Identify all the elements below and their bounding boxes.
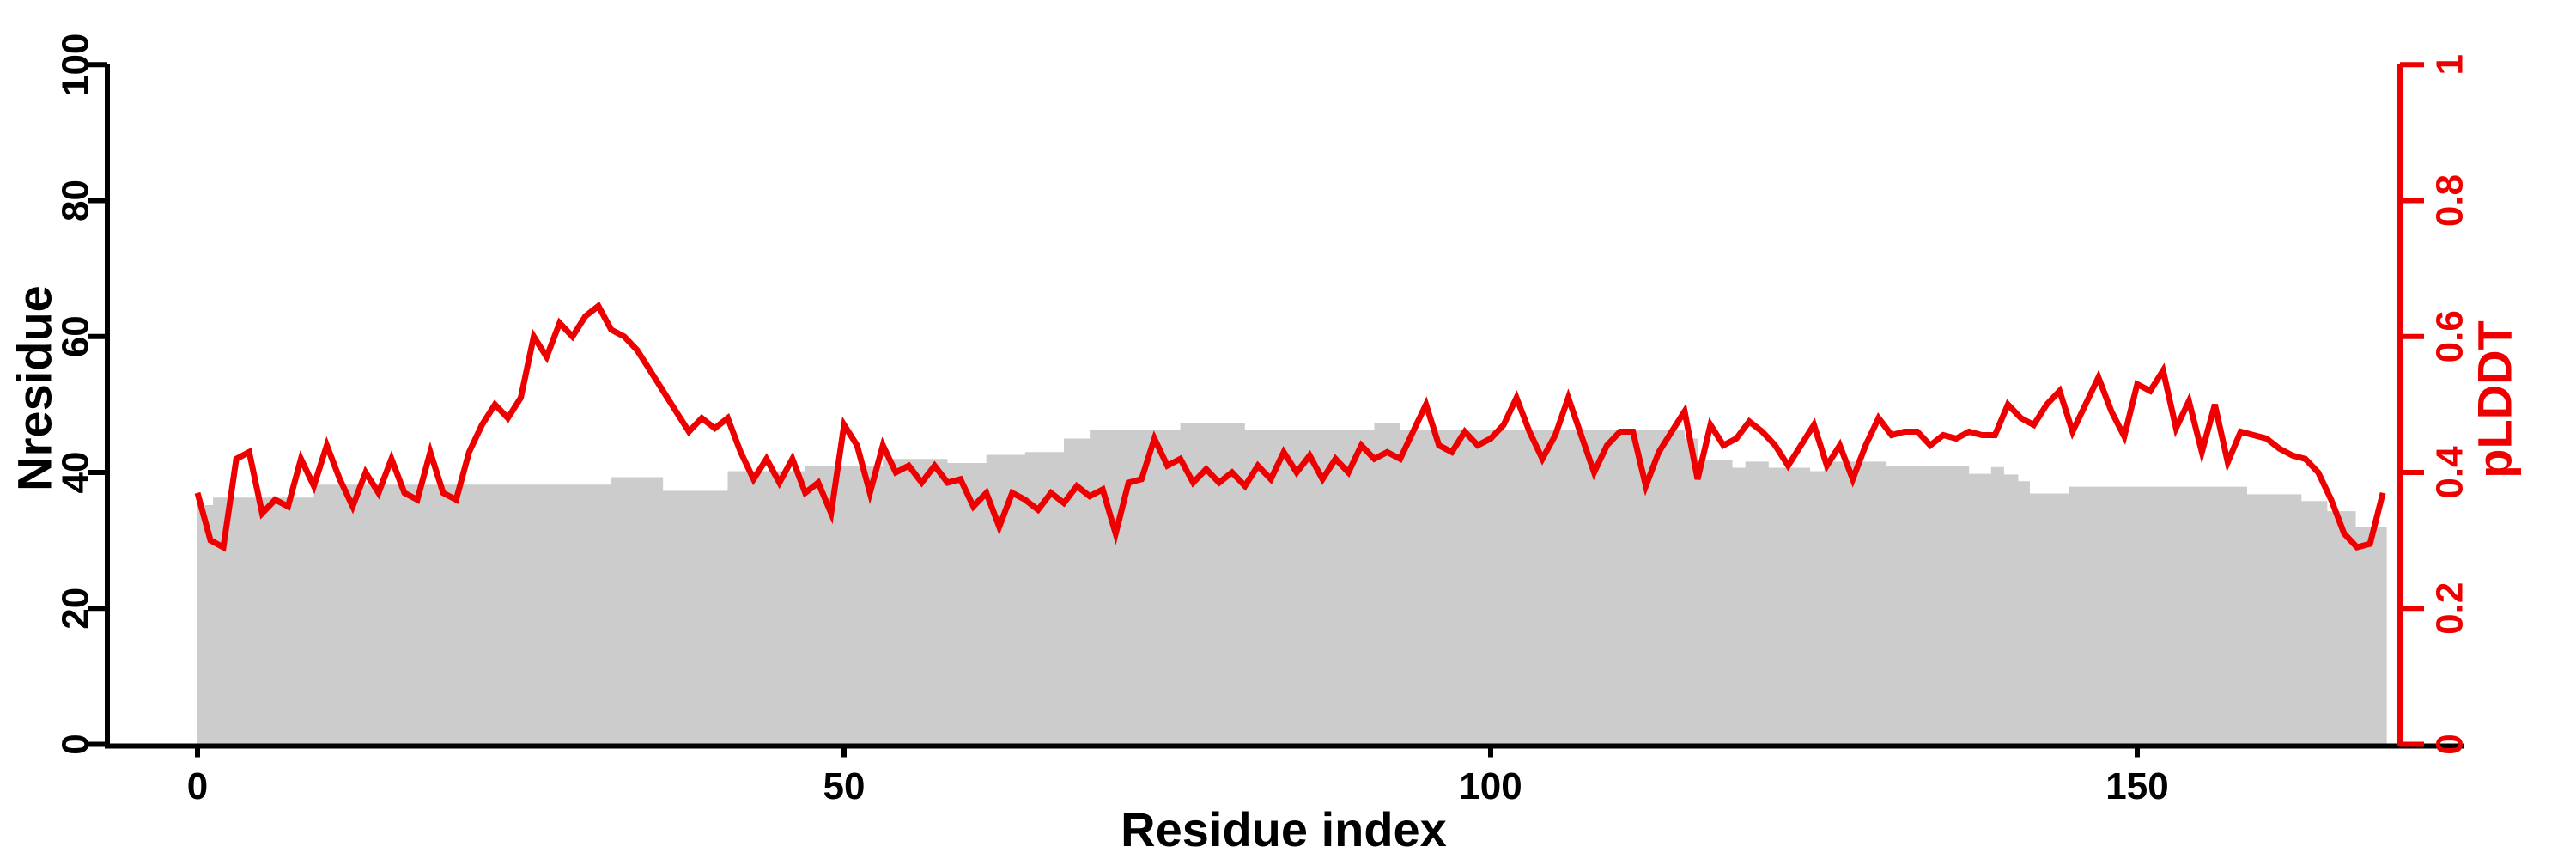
left-tick-label: 80 — [55, 180, 97, 222]
area-layer — [197, 423, 2387, 745]
line-layer — [194, 301, 2386, 552]
right-axis-title: pLDDT — [2468, 320, 2522, 478]
left-axis-title: Nresidue — [8, 285, 62, 491]
left-tick-label: 40 — [55, 452, 97, 494]
right-tick-label: 0.8 — [2429, 174, 2471, 227]
nresidue-step-area — [197, 423, 2387, 745]
left-tick-label: 100 — [55, 34, 97, 96]
left-tick-label: 60 — [55, 315, 97, 357]
right-tick-label: 0.6 — [2429, 310, 2471, 362]
right-tick-label: 0.2 — [2429, 582, 2471, 635]
x-tick-label: 150 — [2105, 765, 2168, 807]
right-tick-label: 0 — [2429, 734, 2471, 754]
axes-layer: 0 50 100 150 0 20 40 60 80 100 0 0.2 0.4 0.6 0.8 1 — [55, 34, 2471, 807]
right-tick-label: 1 — [2429, 54, 2471, 75]
right-tick-label: 0.4 — [2429, 446, 2471, 499]
plddt-line — [194, 301, 2386, 552]
x-tick-label: 100 — [1459, 765, 1522, 807]
x-tick-label: 50 — [823, 765, 866, 807]
x-tick-label: 0 — [187, 765, 208, 807]
x-axis-title: Residue index — [1121, 802, 1447, 856]
left-tick-label: 20 — [55, 588, 97, 630]
left-tick-label: 0 — [55, 734, 97, 754]
